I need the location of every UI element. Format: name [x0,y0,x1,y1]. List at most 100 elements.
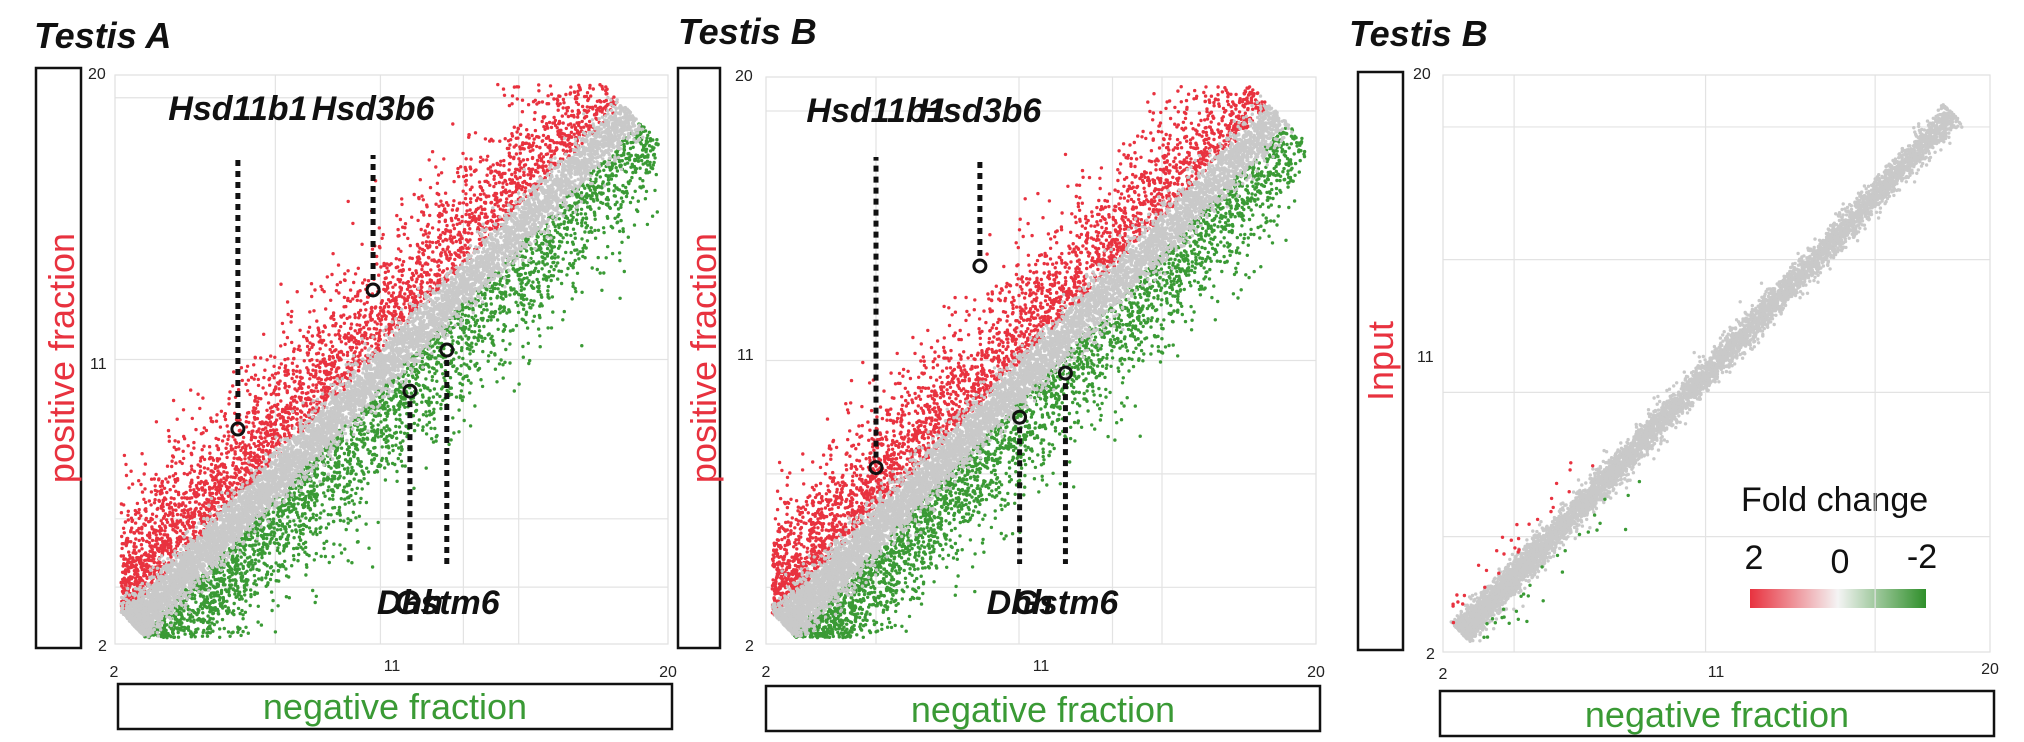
scatter-point [129,575,132,578]
scatter-point [319,285,322,288]
scatter-point [445,256,448,259]
scatter-point [547,296,550,299]
scatter-point [254,436,257,439]
scatter-point [412,300,415,303]
scatter-point [425,432,428,435]
scatter-point [168,435,171,438]
scatter-point [153,498,156,501]
scatter-point [640,159,643,162]
scatter-point [307,554,310,557]
scatter-point [428,231,431,234]
scatter-point [311,383,314,386]
scatter-point [246,389,249,392]
scatter-point [333,506,336,509]
scatter-point [426,281,429,284]
scatter-point [473,217,476,220]
scatter-point [520,285,523,288]
scatter-point [253,377,256,380]
scatter-point [493,214,496,217]
scatter-point [496,318,499,321]
scatter-point [228,481,231,484]
scatter-point [287,385,290,388]
scatter-point [394,302,397,305]
scatter-point [395,257,398,260]
scatter-point [311,334,314,337]
scatter-point [343,278,346,281]
scatter-point [490,227,493,230]
scatter-point [514,168,517,171]
scatter-point [153,561,156,564]
scatter-point [504,348,507,351]
scatter-point [541,100,544,103]
scatter-point [598,83,601,86]
scatter-point [504,188,507,191]
scatter-point [311,369,314,372]
scatter-point [567,115,570,118]
scatter-point [340,551,343,554]
scatter-point [513,126,516,129]
scatter-point [467,136,470,139]
scatter-point [191,417,194,420]
scatter-point [335,370,338,373]
scatter-point [429,186,432,189]
scatter-point [532,299,535,302]
scatter-point [556,255,559,258]
scatter-point [286,411,289,414]
scatter-point [462,230,465,233]
scatter-point [422,211,425,214]
scatter-point [321,330,324,333]
scatter-point [605,256,608,259]
scatter-point [537,83,540,86]
scatter-point [318,516,321,519]
scatter-point [358,314,361,317]
scatter-point [144,518,147,521]
scatter-point [275,418,278,421]
scatter-point [120,581,123,584]
scatter-point [420,228,423,231]
scatter-point [209,416,212,419]
scatter-point [527,103,530,106]
scatter-point [538,334,541,337]
scatter-point [478,238,481,241]
scatter-point [564,112,567,115]
scatter-point [380,318,383,321]
scatter-point [377,423,380,426]
scatter-point [490,138,493,141]
scatter-point [125,474,128,477]
scatter-point [271,441,274,444]
scatter-point [346,317,349,320]
scatter-point [566,138,569,141]
scatter-point [298,329,301,332]
scatter-point [183,508,186,511]
scatter-point [292,372,295,375]
scatter-point [259,397,262,400]
scatter-point [448,237,451,240]
scatter-point [203,426,206,429]
scatter-point [274,385,277,388]
scatter-point [137,511,140,514]
scatter-point [315,595,318,598]
scatter-point [335,289,338,292]
scatter-point [537,164,540,167]
scatter-point [246,556,249,559]
scatter-point [531,156,534,159]
scatter-point [469,201,472,204]
scatter-point [393,305,396,308]
scatter-point [507,147,510,150]
scatter-point [337,291,340,294]
scatter-point [505,183,508,186]
scatter-point [615,166,618,169]
scatter-point [576,131,579,134]
scatter-point [396,265,399,268]
scatter-point [327,333,330,336]
scatter-point [401,263,404,266]
scatter-point [579,126,582,129]
scatter-point [592,199,595,202]
scatter-point [459,233,462,236]
scatter-point [331,345,334,348]
scatter-point [318,335,321,338]
scatter-point [336,353,339,356]
scatter-point [354,350,357,353]
scatter-point [350,322,353,325]
scatter-point [161,484,164,487]
